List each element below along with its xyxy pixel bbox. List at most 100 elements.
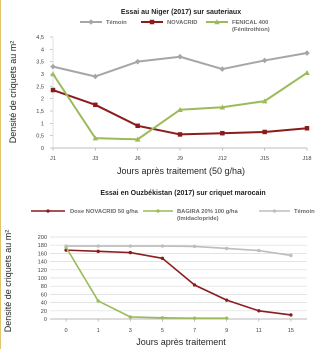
chart-niger-point-fenical-400-2 [134, 136, 141, 142]
chart-ouzbekistan-ytick-label: 20 [41, 309, 47, 315]
chart-niger-ytick-label: 0 [41, 146, 44, 152]
chart-niger-point-novacrid-4 [220, 130, 225, 136]
chart-ouzbekistan-series-line-dose-novacrid-50-g-ha [66, 249, 292, 316]
chart-niger-point-temoin-5 [261, 57, 268, 64]
chart-niger-title: Essai au Niger (2017) sur sauteriaux [121, 9, 241, 16]
chart-niger-xtick-label: J18 [302, 156, 311, 162]
chart-niger-point-temoin-0 [50, 63, 56, 70]
chart-ouzbekistan-point-dose-novacrid-50-g-ha-4 [192, 283, 197, 287]
chart-niger-series-line-fenical-400 [52, 71, 308, 141]
chart-niger-point-fenical-400-3 [177, 106, 183, 113]
chart-ouzbekistan-xtick-label: 9 [225, 328, 228, 334]
chart-niger-point-fenical-400-0 [50, 71, 56, 77]
chart-niger-legend-marker-fenical-400 [214, 19, 220, 25]
chart-ouzbekistan-ytick-label: 160 [38, 251, 47, 257]
chart-ouzbekistan-legend-sublabel-bagira-20-100-g-ha: (Imidaclopride) [177, 216, 219, 222]
chart-niger-point-novacrid-2 [135, 123, 140, 129]
chart-niger-point-temoin-3 [177, 53, 183, 60]
chart-niger-point-novacrid-6 [304, 126, 310, 131]
chart-ouzbekistan-x-axis-label: Jours après traitement [136, 337, 226, 347]
chart-niger-ytick-label: 1,5 [36, 109, 44, 115]
chart-ouzbekistan-legend-label-dose-novacrid-50-g-ha: Dose NOVACRID 50 g/ha [70, 209, 139, 215]
chart-ouzbekistan-xtick-label: 3 [129, 328, 132, 334]
chart-ouzbekistan-ytick-label: 80 [41, 284, 47, 290]
chart-ouzbekistan-xtick-label: 0 [65, 328, 68, 334]
chart-ouzbekistan-ytick-label: 180 [38, 243, 47, 249]
chart-ouzbekistan-point-bagira-20-100-g-ha-1 [96, 299, 100, 303]
chart-ouzbekistan-point-temoin-7 [289, 253, 293, 258]
chart-ouzbekistan-point-dose-novacrid-50-g-ha-5 [225, 298, 229, 302]
chart-ouzbekistan-point-temoin-2 [128, 244, 132, 248]
chart-ouzbekistan-series-line-temoin [66, 245, 292, 257]
chart-niger-point-fenical-400-6 [304, 69, 310, 76]
chart-niger-point-temoin-1 [92, 73, 99, 80]
chart-niger-ytick-label: 0,5 [36, 134, 44, 140]
chart-niger-ytick-label: 3,5 [36, 60, 44, 66]
chart-ouzbekistan-point-bagira-20-100-g-ha-3 [160, 316, 165, 320]
chart-ouzbekistan-y-axis-label: Densité de criquets au m² [3, 230, 13, 333]
chart-niger-ytick-label: 2,5 [36, 84, 44, 90]
chart-ouzbekistan-ytick-label: 140 [38, 260, 47, 266]
chart-ouzbekistan-point-temoin-5 [225, 246, 229, 251]
chart-niger-xtick-label: J1 [50, 156, 56, 162]
chart-niger-legend-label-temoin: Témoin [106, 20, 127, 26]
chart-niger-ytick-label: 2 [41, 97, 44, 103]
chart-ouzbekistan-xtick-label: 11 [256, 328, 262, 334]
chart-ouzbekistan-legend-marker-temoin [272, 209, 277, 213]
chart-niger-xtick-label: J15 [260, 156, 269, 162]
chart-ouzbekistan-point-bagira-20-100-g-ha-2 [128, 315, 132, 319]
chart-niger-xtick-label: J12 [218, 156, 227, 162]
chart-ouzbekistan-point-dose-novacrid-50-g-ha-2 [128, 250, 132, 255]
chart-niger-xtick-label: J3 [92, 156, 98, 162]
chart-ouzbekistan-point-temoin-4 [192, 244, 197, 249]
chart-ouzbekistan-point-dose-novacrid-50-g-ha-1 [96, 249, 100, 254]
chart-niger-ytick-label: 4 [41, 47, 44, 53]
chart-niger: Essai au Niger (2017) sur sauteriaux Témo… [8, 9, 312, 176]
chart-niger-y-axis-label: Densité de criquets au m² [8, 41, 18, 144]
chart-niger-point-temoin-6 [304, 50, 310, 56]
chart-niger-xtick-label: J6 [135, 156, 141, 162]
chart-niger-point-temoin-2 [134, 58, 141, 65]
chart-ouzbekistan-series-line-bagira-20-100-g-ha [65, 246, 227, 319]
chart-ouzbekistan-legend-marker-dose-novacrid-50-g-ha [46, 209, 50, 213]
chart-niger-point-novacrid-5 [262, 129, 267, 135]
chart-niger-x-axis-label: Jours après traitement (50 g/ha) [117, 166, 245, 176]
chart-niger-point-fenical-400-1 [92, 135, 99, 141]
chart-ouzbekistan: Essai en Ouzbékistan (2017) sur criquet … [3, 190, 315, 347]
chart-niger-series-line-novacrid [52, 89, 308, 136]
chart-ouzbekistan-point-temoin-6 [257, 248, 261, 253]
chart-ouzbekistan-point-dose-novacrid-50-g-ha-6 [257, 309, 261, 313]
chart-niger-xtick-label: J9 [177, 156, 183, 162]
chart-ouzbekistan-ytick-label: 0 [44, 317, 47, 323]
chart-ouzbekistan-point-temoin-3 [160, 244, 165, 248]
chart-niger-point-temoin-4 [219, 66, 226, 72]
chart-ouzbekistan-ytick-label: 60 [41, 292, 47, 298]
chart-ouzbekistan-ytick-label: 200 [38, 235, 47, 241]
chart-ouzbekistan-point-bagira-20-100-g-ha-5 [225, 316, 229, 320]
chart-niger-point-novacrid-3 [177, 132, 183, 137]
chart-ouzbekistan-point-bagira-20-100-g-ha-4 [192, 316, 197, 320]
chart-ouzbekistan-xtick-label: 7 [193, 328, 196, 334]
chart-niger-point-novacrid-1 [93, 102, 98, 108]
chart-ouzbekistan-legend-marker-bagira-20-100-g-ha [156, 209, 160, 213]
chart-ouzbekistan-legend-label-temoin: Témoin [294, 209, 315, 215]
chart-ouzbekistan-xtick-label: 15 [288, 328, 294, 334]
chart-niger-point-fenical-400-4 [219, 104, 226, 110]
chart-ouzbekistan-point-temoin-0 [64, 244, 68, 248]
chart-ouzbekistan-point-temoin-1 [96, 244, 100, 248]
chart-niger-legend-sublabel-fenical-400: (Fénitrothion) [232, 27, 270, 33]
chart-niger-ytick-label: 3 [41, 72, 44, 78]
chart-niger-ytick-label: 1 [41, 121, 44, 127]
chart-niger-point-novacrid-0 [50, 87, 56, 93]
chart-niger-point-fenical-400-5 [261, 98, 268, 104]
chart-ouzbekistan-ytick-label: 40 [41, 301, 47, 307]
chart-niger-ytick-label: 4,5 [36, 35, 44, 41]
chart-niger-legend-label-fenical-400: FENICAL 400 [232, 20, 268, 26]
chart-ouzbekistan-ytick-label: 120 [38, 268, 47, 274]
chart-niger-legend-label-novacrid: NOVACRID [167, 20, 198, 26]
chart-ouzbekistan-point-dose-novacrid-50-g-ha-3 [160, 256, 165, 260]
chart-ouzbekistan-xtick-label: 1 [97, 328, 100, 334]
chart-niger-legend-marker-temoin [88, 19, 94, 25]
